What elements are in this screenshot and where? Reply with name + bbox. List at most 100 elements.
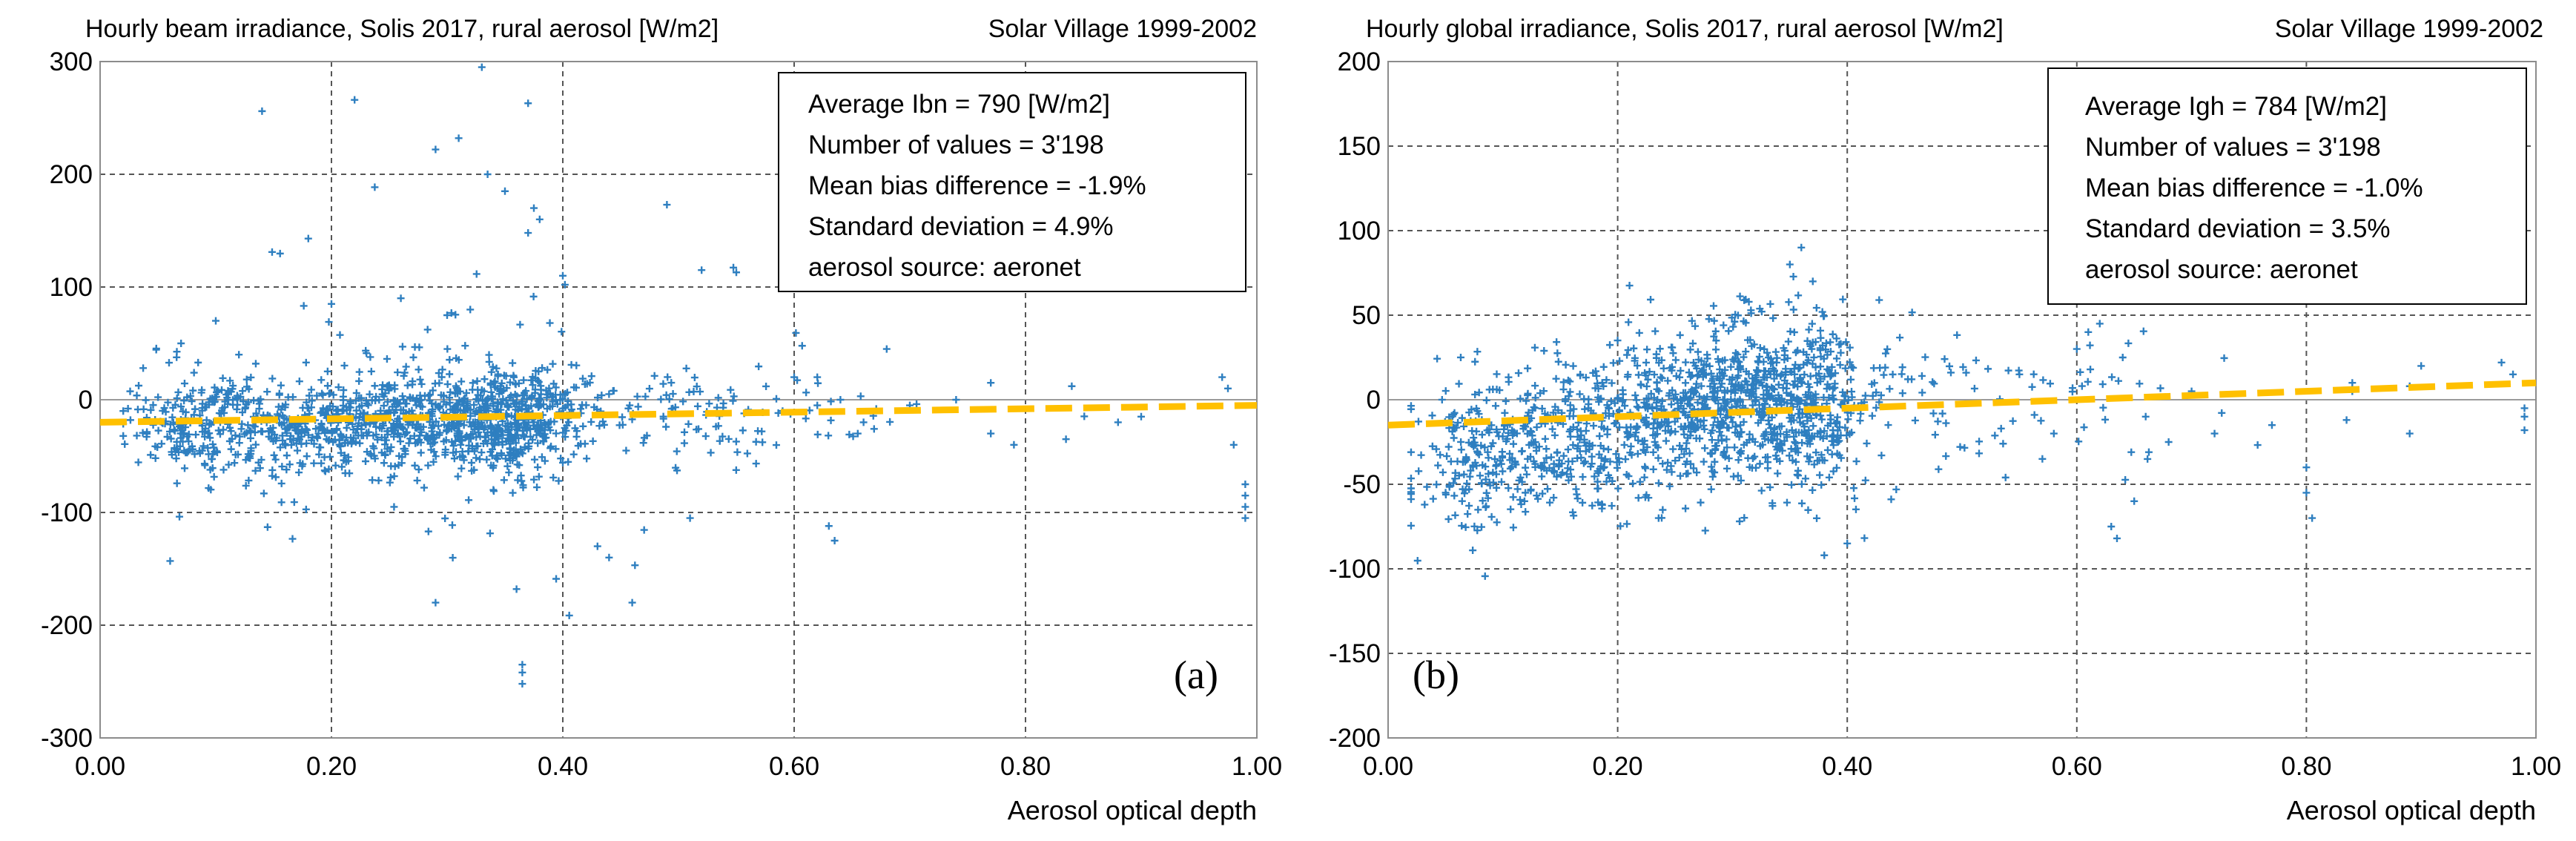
chart-a-point — [572, 427, 581, 435]
chart-a-point — [335, 441, 343, 449]
chart-a-point — [489, 363, 497, 371]
chart-b-point — [1682, 504, 1690, 512]
chart-a-point — [211, 383, 219, 392]
chart-a-point — [478, 63, 486, 71]
chart-a-point — [302, 425, 310, 433]
chart-a-point — [448, 521, 456, 530]
chart-b-stat-sd: Standard deviation = 3.5% — [2085, 214, 2391, 243]
chart-b-point — [2099, 403, 2107, 412]
chart-a-trendline — [99, 402, 1258, 426]
chart-a-point — [331, 435, 339, 443]
chart-a-xtick-label: 0.00 — [75, 752, 125, 781]
chart-b-stats-box: Average Igh = 784 [W/m2] Number of value… — [2047, 67, 2527, 305]
chart-a-point — [415, 436, 423, 444]
chart-b-point — [1697, 498, 1705, 507]
chart-a-point — [628, 598, 636, 607]
chart-a-point — [257, 455, 265, 464]
chart-b-point — [1569, 508, 1577, 516]
chart-a-point — [290, 498, 298, 507]
chart-a-point — [730, 392, 738, 400]
chart-a-point — [397, 294, 405, 303]
chart-b-point — [1764, 390, 1772, 398]
chart-a-point — [212, 393, 220, 401]
chart-a-point — [305, 404, 313, 412]
chart-a-point — [429, 405, 437, 413]
chart-b-point — [1620, 441, 1628, 449]
chart-a-point — [405, 439, 413, 447]
chart-a-point — [552, 445, 560, 453]
chart-b-point — [1848, 363, 1856, 371]
chart-a-point — [295, 377, 303, 386]
chart-a-point — [1241, 514, 1249, 522]
chart-a-point — [382, 436, 390, 444]
chart-b-point — [1942, 452, 1950, 461]
chart-a-point — [546, 319, 554, 327]
chart-b-point — [1609, 359, 1617, 367]
chart-b-point — [1760, 430, 1768, 438]
chart-a-point — [471, 409, 479, 418]
chart-a-point — [338, 463, 346, 471]
chart-a-point — [446, 370, 454, 378]
chart-a-point — [987, 379, 995, 387]
chart-b-point — [1789, 306, 1797, 314]
chart-b-point — [2405, 429, 2414, 438]
chart-a-point — [174, 444, 182, 452]
chart-a-point — [277, 498, 285, 507]
chart-a-point — [182, 408, 190, 416]
chart-a-point — [486, 448, 495, 456]
chart-a-point — [242, 403, 250, 412]
chart-b-point — [1667, 400, 1675, 409]
chart-a-point — [432, 145, 440, 154]
chart-b-point — [2130, 497, 2139, 505]
chart-b-point — [1474, 506, 1482, 514]
chart-a-point — [558, 328, 566, 336]
chart-b-point — [1752, 464, 1760, 472]
chart-a-point — [154, 426, 162, 435]
chart-a-point — [693, 402, 701, 410]
chart-b-point — [1677, 472, 1685, 480]
chart-b-ytick-label: 100 — [1338, 217, 1381, 245]
chart-a-point — [219, 374, 227, 382]
chart-b-ytick-label: -100 — [1329, 555, 1381, 584]
chart-a-point — [345, 403, 353, 411]
chart-a-point — [460, 456, 468, 464]
chart-b-point — [2118, 354, 2127, 361]
chart-b-point — [1751, 398, 1759, 406]
chart-a-point — [214, 388, 222, 396]
chart-b-point — [1461, 489, 1469, 498]
chart-a-point — [174, 388, 182, 396]
chart-b-point — [1645, 368, 1654, 376]
chart-b-point — [1407, 475, 1415, 483]
chart-a-point — [409, 421, 417, 429]
chart-a-point — [139, 405, 148, 413]
chart-a-point — [320, 453, 328, 461]
chart-b-point — [1870, 379, 1878, 387]
chart-b-point — [1773, 455, 1781, 464]
chart-b-point — [1658, 374, 1666, 382]
chart-a-point — [665, 395, 673, 403]
chart-b-point — [1684, 413, 1692, 421]
chart-b-xtick-label: 0.20 — [1593, 752, 1643, 781]
chart-a-point — [518, 680, 526, 688]
chart-a-point — [406, 394, 415, 402]
chart-b-point — [1736, 449, 1744, 457]
chart-a-point — [680, 439, 688, 447]
chart-a-point — [177, 340, 185, 347]
chart-a-point — [502, 372, 510, 380]
chart-a-point — [489, 486, 498, 494]
chart-b-point — [1991, 432, 1999, 440]
chart-b-point — [1651, 327, 1659, 335]
chart-b-point — [1467, 441, 1476, 449]
chart-b-point — [1718, 369, 1726, 377]
chart-b-point — [1772, 443, 1780, 451]
chart-b-point — [1512, 461, 1520, 469]
chart-b-point — [1648, 403, 1657, 412]
chart-a-point — [470, 400, 478, 409]
chart-b-point — [1942, 419, 1950, 427]
chart-b-point — [1559, 378, 1568, 386]
chart-b-point — [1573, 432, 1582, 441]
chart-b-point — [2015, 370, 2024, 378]
chart-a-point — [304, 431, 312, 439]
chart-a-point — [540, 438, 548, 446]
